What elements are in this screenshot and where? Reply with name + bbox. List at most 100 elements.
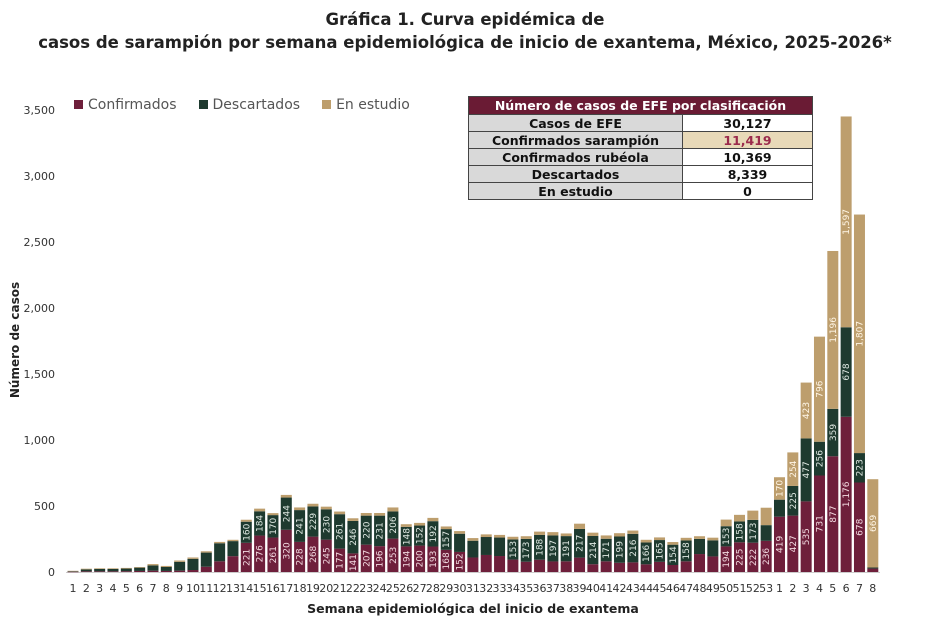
x-tick-label: 30 (453, 582, 467, 595)
data-label: 225 (789, 492, 799, 509)
bar-descartados (853, 453, 865, 483)
bar-descartados (94, 568, 106, 572)
bar-en-estudio (760, 507, 772, 526)
bar-descartados (334, 514, 346, 549)
bar-descartados (160, 566, 172, 571)
bar-descartados (187, 558, 199, 571)
bar-confirmados (494, 556, 506, 572)
legend-item-en-estudio: En estudio (322, 97, 410, 113)
bar-en-estudio (307, 503, 319, 507)
bar-descartados (387, 511, 399, 539)
data-label: 177 (336, 552, 346, 569)
bar-confirmados (294, 541, 306, 572)
bar-confirmados (587, 564, 599, 572)
data-label: 192 (429, 525, 439, 542)
bar-en-estudio (640, 539, 652, 543)
bar-confirmados (214, 561, 226, 572)
bar-en-estudio (240, 519, 252, 522)
x-tick-label: 1 (70, 582, 77, 595)
bar-confirmados (174, 570, 186, 572)
bar-en-estudio (747, 510, 759, 520)
data-label: 197 (549, 540, 559, 557)
bar-en-estudio (134, 566, 146, 568)
bar-descartados (467, 540, 479, 558)
data-label: 188 (536, 538, 546, 555)
data-label: 160 (242, 523, 252, 540)
bar-descartados (414, 525, 426, 546)
data-label: 165 (656, 542, 666, 559)
bar-confirmados (667, 565, 679, 572)
bar-descartados (507, 539, 519, 560)
x-tick-label: 11 (199, 582, 213, 595)
y-tick-label: 2,000 (24, 302, 56, 315)
data-label: 193 (429, 551, 439, 568)
bar-confirmados (720, 546, 732, 572)
bar-descartados (320, 509, 332, 540)
x-tick-label: 41 (599, 582, 613, 595)
bar-confirmados (853, 482, 865, 572)
bar-confirmados (134, 570, 146, 572)
bar-descartados (120, 568, 132, 572)
data-label: 153 (722, 528, 732, 545)
bar-en-estudio (280, 494, 292, 498)
data-label: 168 (442, 552, 452, 569)
bar-descartados (134, 567, 146, 571)
row-label: Casos de EFE (468, 114, 683, 132)
bar-confirmados (520, 561, 532, 572)
bar-confirmados (147, 570, 159, 572)
bar-confirmados (787, 515, 799, 572)
data-label: 229 (309, 513, 319, 530)
x-tick-label: 44 (639, 582, 653, 595)
summary-table-header: Número de casos de EFE por clasificación (468, 96, 813, 115)
bar-confirmados (480, 554, 492, 572)
data-label: 222 (749, 549, 759, 566)
data-label: 669 (869, 514, 879, 531)
chart-title-line1: Gráfica 1. Curva epidémica de (325, 10, 605, 29)
bar-descartados (200, 552, 212, 567)
data-label: 796 (815, 380, 825, 397)
bar-confirmados (320, 539, 332, 572)
bar-descartados (827, 408, 839, 457)
legend-item-confirmados: Confirmados (74, 97, 177, 113)
bar-en-estudio (147, 564, 159, 566)
data-label: 221 (242, 549, 252, 566)
bar-en-estudio (614, 533, 626, 537)
bar-confirmados (67, 571, 79, 573)
row-value: 11,419 (682, 131, 813, 149)
bar-en-estudio (587, 532, 599, 536)
bar-descartados (680, 540, 692, 562)
bar-descartados (174, 561, 186, 571)
x-tick-label: 29 (439, 582, 453, 595)
x-tick-label: 18 (293, 582, 307, 595)
bar-descartados (427, 521, 439, 547)
data-label: 276 (256, 545, 266, 562)
bar-descartados (147, 565, 159, 571)
bar-descartados (813, 441, 825, 476)
bar-descartados (494, 537, 506, 557)
x-tick-label: 4 (816, 582, 823, 595)
bar-descartados (294, 510, 306, 542)
bar-descartados (80, 569, 92, 572)
bar-confirmados (867, 568, 879, 572)
y-tick-label: 3,500 (24, 104, 56, 117)
data-label: 261 (336, 523, 346, 540)
data-label: 1,807 (855, 321, 865, 347)
bar-confirmados (347, 553, 359, 572)
data-label: 268 (309, 545, 319, 562)
bar-en-estudio (480, 534, 492, 538)
x-tick-label: 24 (373, 582, 387, 595)
bar-confirmados (547, 561, 559, 572)
data-label: 158 (736, 523, 746, 540)
x-tick-label: 28 (426, 582, 440, 595)
bar-en-estudio (267, 513, 279, 516)
data-label: 200 (416, 550, 426, 567)
x-axis-label: Semana epidemiológica del inicio de exan… (307, 601, 639, 616)
data-label: 228 (296, 548, 306, 565)
data-label: 731 (815, 515, 825, 532)
bar-descartados (67, 571, 79, 572)
legend-label: En estudio (336, 97, 410, 113)
data-label: 535 (802, 528, 812, 545)
data-label: 207 (362, 550, 372, 567)
bar-descartados (800, 438, 812, 502)
bar-confirmados (94, 571, 106, 572)
